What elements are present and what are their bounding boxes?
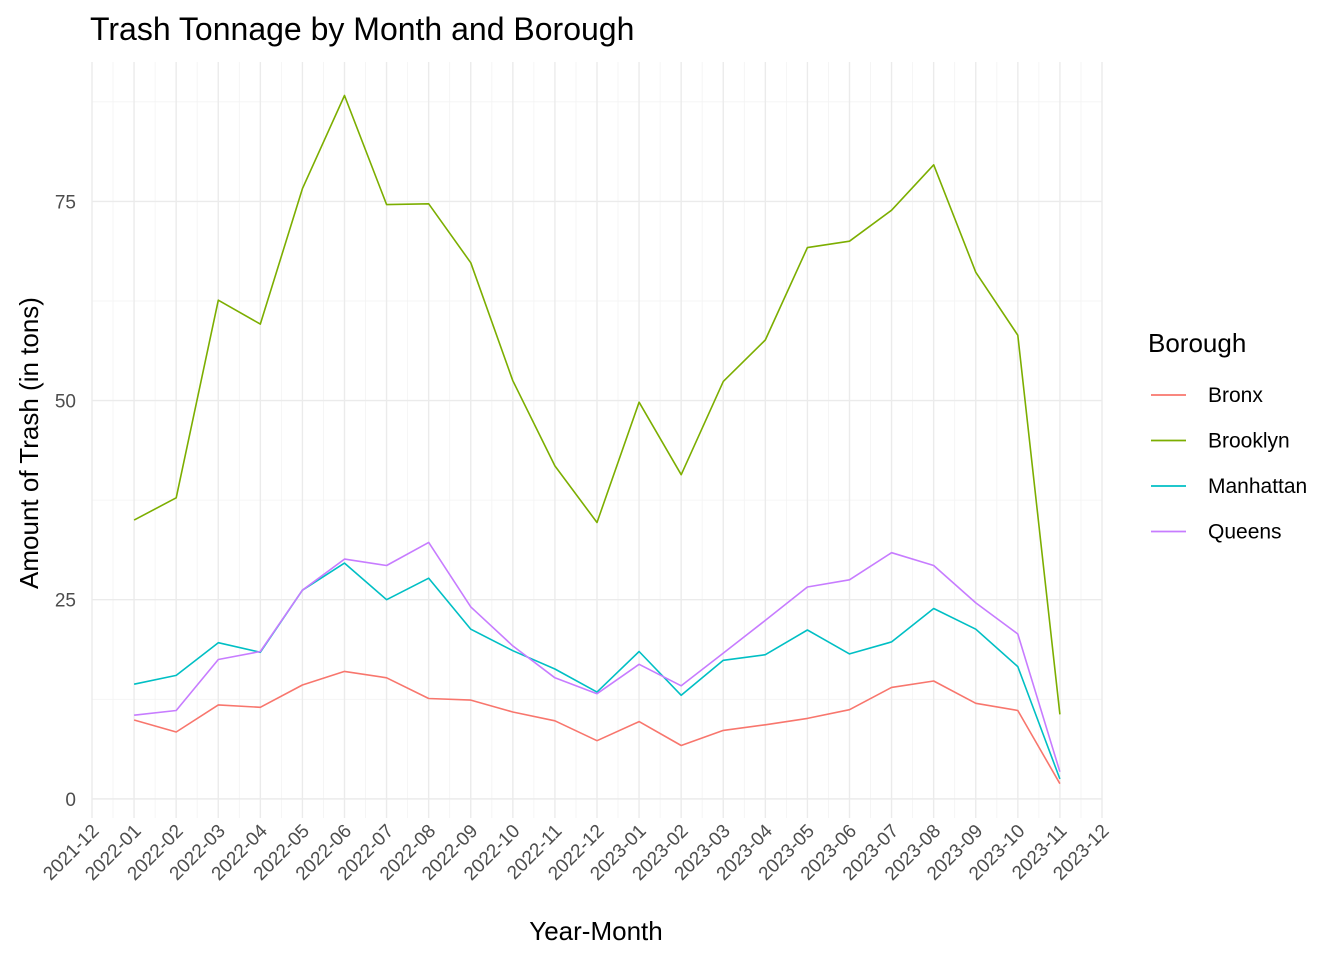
series-line-brooklyn	[133, 94, 1061, 715]
legend-title: Borough	[1148, 328, 1246, 358]
legend-label-manhattan: Manhattan	[1208, 475, 1307, 498]
legend-label-queens: Queens	[1208, 521, 1282, 544]
legend: Borough Bronx Brooklyn Manhattan Queens	[1148, 328, 1307, 544]
legend-label-bronx: Bronx	[1208, 384, 1263, 407]
y-tick-label: 0	[65, 790, 76, 811]
y-axis-ticks: 0 25 50 75	[55, 192, 76, 810]
y-tick-label: 75	[55, 192, 76, 213]
legend-label-brooklyn: Brooklyn	[1208, 430, 1290, 453]
y-tick-label: 25	[55, 591, 76, 612]
y-axis-title: Amount of Trash (in tons)	[14, 297, 44, 589]
grid-lines	[91, 62, 1103, 818]
x-axis-ticks: 2021-122022-012022-022022-032022-042022-…	[39, 820, 1113, 884]
series-line-bronx	[133, 670, 1061, 785]
series-lines	[133, 94, 1061, 785]
series-line-queens	[134, 541, 1061, 773]
x-axis-title: Year-Month	[529, 916, 662, 946]
y-tick-label: 50	[55, 392, 76, 413]
chart-title: Trash Tonnage by Month and Borough	[90, 11, 634, 47]
